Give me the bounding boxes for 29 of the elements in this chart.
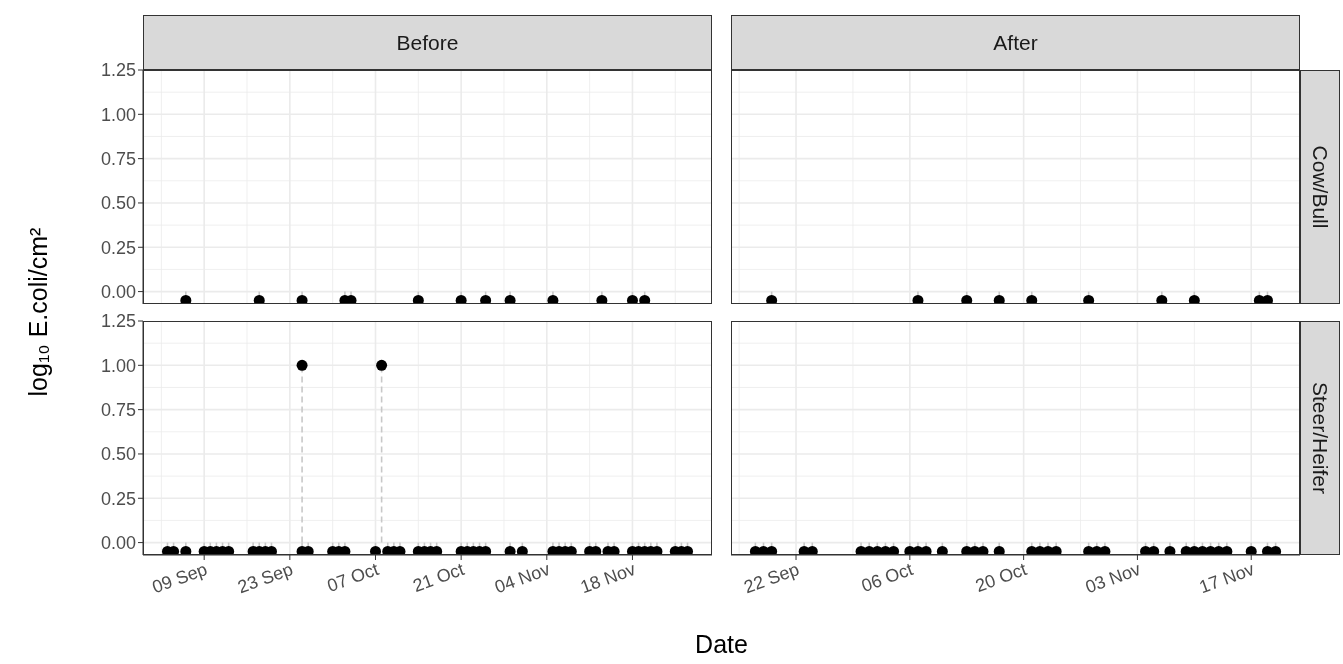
- y-tick-label: 0.75: [100, 149, 136, 170]
- y2-axis-title: Steer/Heifer: [1308, 381, 1333, 495]
- y-tick-label: 0.50: [100, 444, 136, 465]
- chart-title: Before: [143, 15, 712, 70]
- x-tick-label: 22 Sep: [741, 558, 802, 598]
- x-tick-label: 07 Oct: [324, 558, 382, 596]
- y-axis-title: log₁₀ E.coli/cm²: [24, 226, 53, 399]
- y-tick-label: 1.25: [100, 311, 136, 332]
- y-tick-label: 0.25: [100, 237, 136, 258]
- y-tick-label: 1.00: [100, 104, 136, 125]
- x-tick-label: 17 Nov: [1196, 558, 1257, 598]
- y2-axis-title: Cow/Bull: [1308, 145, 1332, 229]
- x-tick-label: 09 Sep: [149, 558, 210, 598]
- x-tick-label: 20 Oct: [972, 558, 1030, 596]
- y-tick-label: 0.00: [100, 281, 136, 302]
- y-tick-label: 0.00: [100, 532, 136, 553]
- x-tick-label: 23 Sep: [235, 558, 296, 598]
- chart-title: After: [731, 15, 1300, 70]
- x-tick-label: 18 Nov: [577, 558, 639, 598]
- y-tick-label: 0.25: [100, 488, 136, 509]
- y-tick-label: 1.25: [100, 60, 136, 81]
- y-tick-label: 0.50: [100, 193, 136, 214]
- y-tick-label: 1.00: [100, 355, 136, 376]
- x-tick-label: 04 Nov: [492, 558, 553, 598]
- x-tick-label: 06 Oct: [858, 558, 916, 596]
- x-axis-title: Date: [694, 630, 749, 659]
- y-tick-label: 0.75: [100, 400, 136, 421]
- x-tick-label: 21 Oct: [410, 558, 467, 596]
- x-tick-label: 03 Nov: [1082, 558, 1144, 598]
